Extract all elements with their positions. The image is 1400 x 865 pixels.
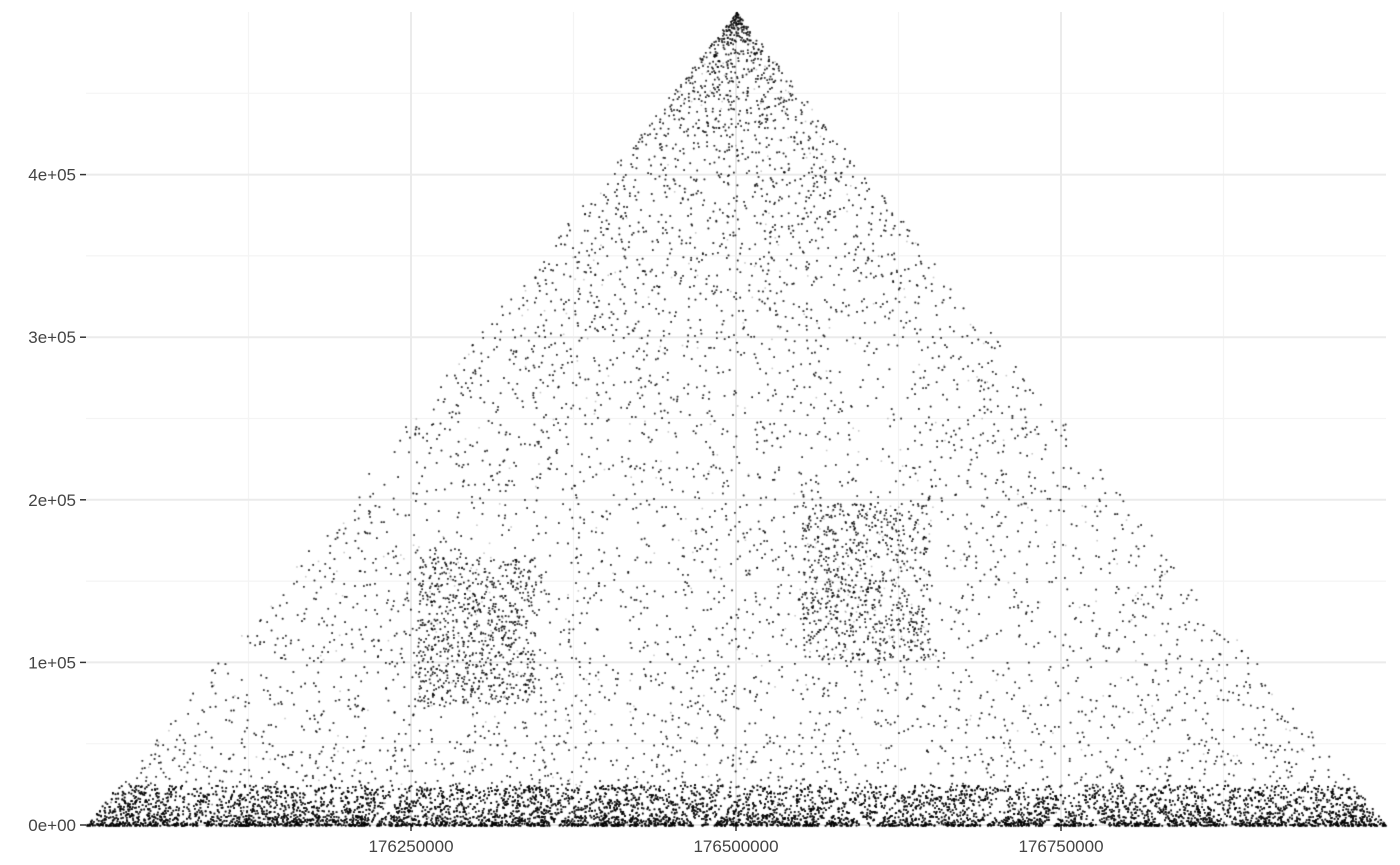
x-axis: 176250000 176500000 176750000 xyxy=(368,825,1104,856)
x-tick-label: 176250000 xyxy=(368,837,453,856)
y-tick-label: 1e+05 xyxy=(28,653,76,672)
x-tick-label: 176750000 xyxy=(1018,837,1103,856)
y-tick-label: 3e+05 xyxy=(28,328,76,347)
y-axis: 0e+00 1e+05 2e+05 3e+05 4e+05 xyxy=(28,166,86,835)
x-tick-label: 176500000 xyxy=(693,837,778,856)
y-tick-label: 4e+05 xyxy=(28,166,76,185)
y-tick-label: 2e+05 xyxy=(28,491,76,510)
y-tick-label: 0e+00 xyxy=(28,816,76,835)
